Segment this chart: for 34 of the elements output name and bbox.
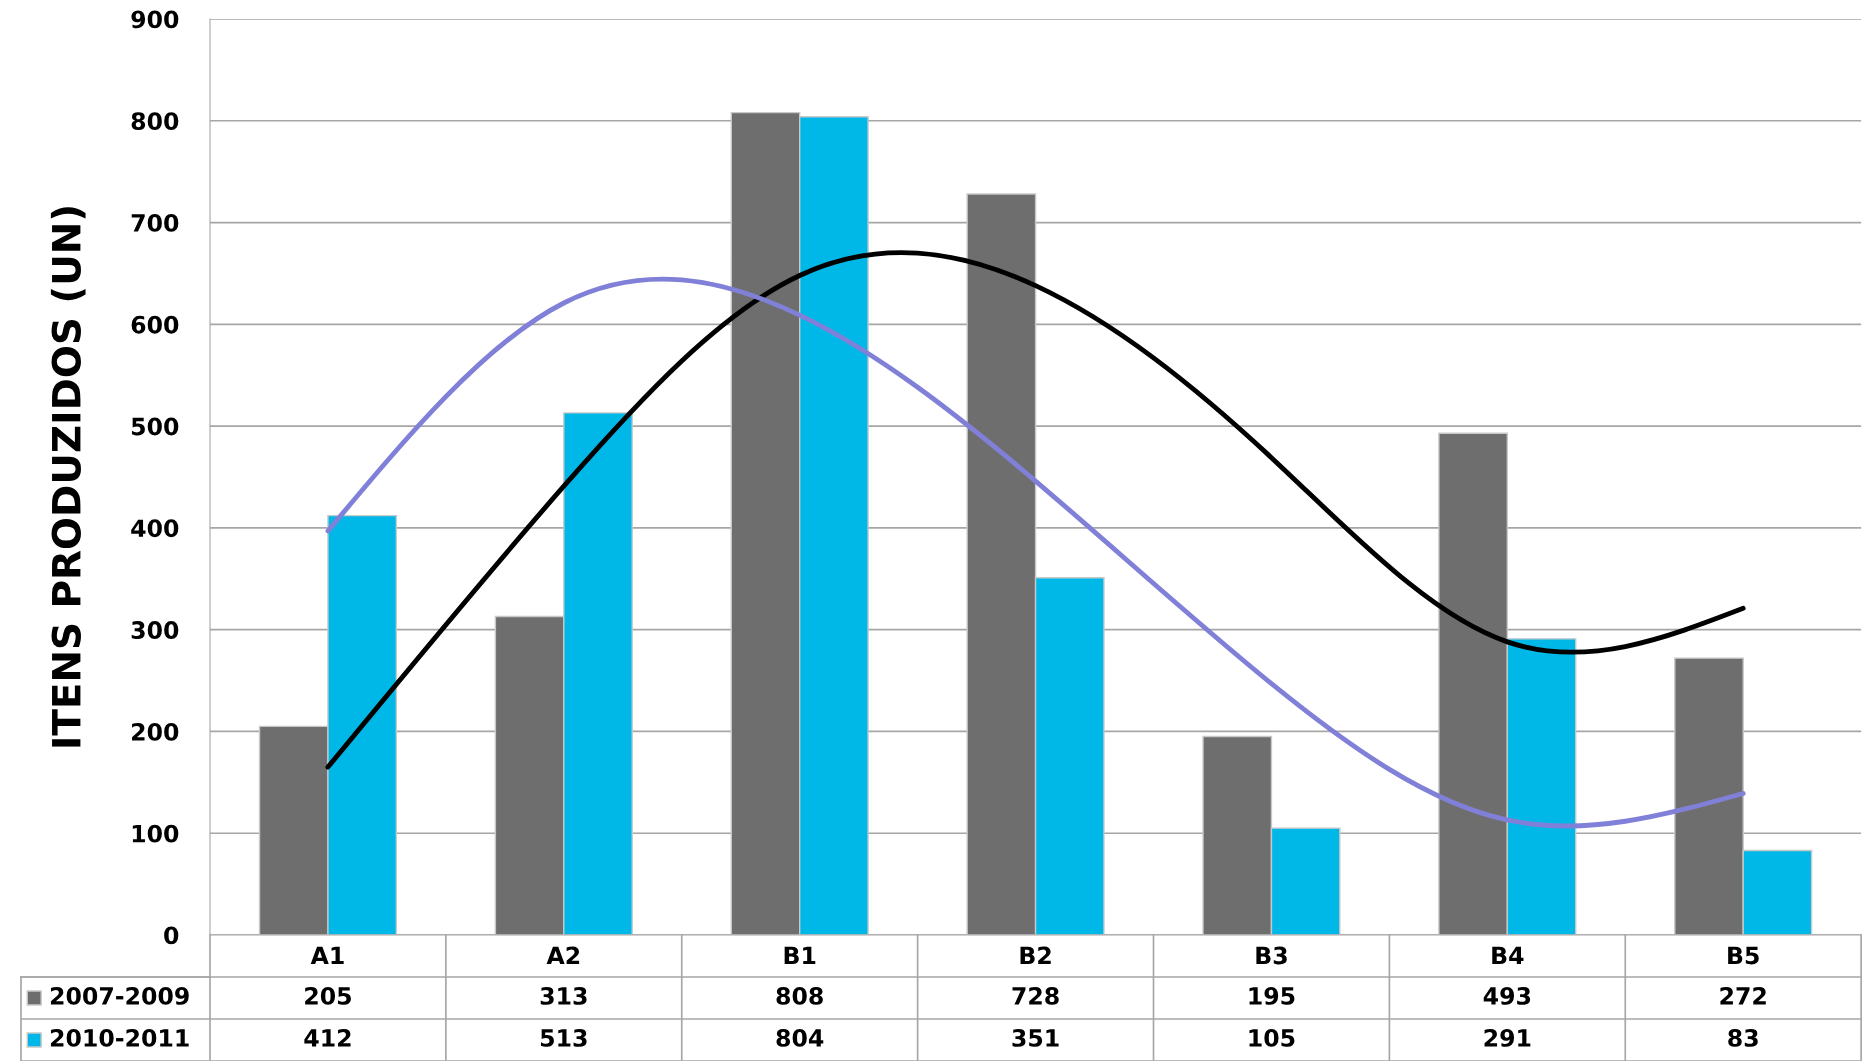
data-label: 412 <box>304 1028 351 1047</box>
data-label: 291 <box>1484 1028 1531 1047</box>
legend-label: 2010-2011 <box>50 1028 189 1047</box>
data-label: 513 <box>541 1028 587 1047</box>
y-tick-label: 500 <box>131 417 179 436</box>
data-label: 728 <box>1012 986 1059 1005</box>
y-tick-label: 300 <box>131 621 179 639</box>
y-tick-label: 700 <box>131 214 179 232</box>
y-tick-label: 800 <box>131 112 179 131</box>
legend-label: 2007-2009 <box>50 986 189 1005</box>
y-tick-label: 100 <box>132 824 179 843</box>
x-tick-label: B2 <box>1020 946 1051 965</box>
y-tick-label: 900 <box>131 10 179 29</box>
y-tick-label: 400 <box>131 519 179 538</box>
x-tick-label: B4 <box>1492 946 1524 965</box>
x-tick-label: A1 <box>310 946 344 965</box>
data-label: 272 <box>1720 986 1766 1005</box>
data-label: 195 <box>1249 987 1295 1005</box>
data-label: 351 <box>1012 1028 1059 1047</box>
y-axis-title: ITENS PRODUZIDOS (UN) <box>50 207 86 747</box>
data-label: 804 <box>776 1028 824 1047</box>
data-label: 105 <box>1249 1028 1295 1047</box>
x-tick-label: A2 <box>546 946 580 965</box>
data-label: 313 <box>540 986 587 1005</box>
y-tick-label: 200 <box>132 722 179 741</box>
data-label: 205 <box>305 986 351 1005</box>
data-label: 808 <box>776 986 823 1005</box>
y-tick-label: 0 <box>164 926 179 945</box>
x-tick-label: B1 <box>784 946 816 965</box>
x-tick-label: B5 <box>1728 946 1759 965</box>
data-label: 493 <box>1483 986 1531 1005</box>
y-tick-label: 600 <box>131 315 179 334</box>
data-label: 83 <box>1728 1028 1758 1047</box>
x-tick-label: B3 <box>1256 946 1287 965</box>
